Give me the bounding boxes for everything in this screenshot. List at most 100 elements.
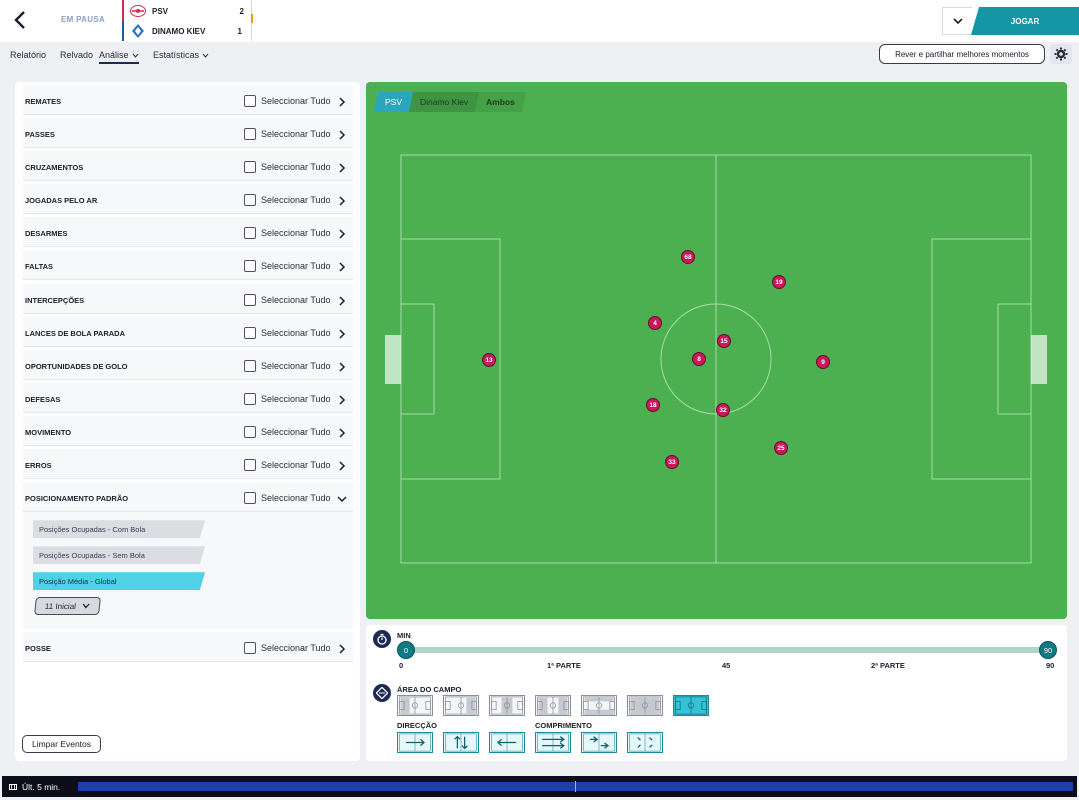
positioning-option[interactable]: Posições Ocupadas - Com Bola (33, 520, 205, 539)
chevron-down-icon[interactable] (337, 492, 347, 504)
select-all-checkbox[interactable] (244, 425, 256, 438)
time-slider-track[interactable] (406, 647, 1048, 653)
event-category-row[interactable]: FALTAS Seleccionar Tudo (23, 250, 353, 281)
select-all-label[interactable]: Seleccionar Tudo (261, 493, 331, 504)
event-category-row[interactable]: MOVIMENTO Seleccionar Tudo (23, 415, 353, 446)
player-marker[interactable]: 15 (717, 334, 731, 348)
select-all-checkbox[interactable] (244, 359, 256, 372)
pitch-zone-button[interactable] (673, 695, 709, 716)
select-all-checkbox[interactable] (244, 642, 256, 655)
settings-button[interactable] (1050, 44, 1072, 64)
event-category-row[interactable]: PASSES Seleccionar Tudo (23, 118, 353, 149)
select-all-checkbox[interactable] (244, 161, 256, 174)
event-category-row[interactable]: POSICIONAMENTO PADRÃO Seleccionar Tudo (23, 482, 353, 513)
select-all-checkbox[interactable] (244, 227, 256, 240)
tab-report[interactable]: Relatório (10, 50, 46, 60)
match-timeline[interactable] (78, 781, 1073, 792)
event-category-row[interactable]: CRUZAMENTOS Seleccionar Tudo (23, 151, 353, 182)
play-button[interactable]: JOGAR (971, 7, 1079, 35)
share-highlights-button[interactable]: Rever e partilhar melhores momentos (879, 44, 1045, 64)
select-all-label[interactable]: Seleccionar Tudo (261, 360, 331, 371)
select-all-checkbox[interactable] (244, 128, 256, 141)
chevron-right-icon[interactable] (337, 260, 347, 272)
tab-statistics[interactable]: Estatísticas (153, 50, 209, 60)
select-all-label[interactable]: Seleccionar Tudo (261, 162, 331, 173)
chevron-right-icon[interactable] (337, 393, 347, 405)
select-all-checkbox[interactable] (244, 459, 256, 472)
select-all-label[interactable]: Seleccionar Tudo (261, 228, 331, 239)
player-marker[interactable]: 18 (646, 398, 660, 412)
clear-events-button[interactable]: Limpar Eventos (22, 735, 101, 753)
select-all-checkbox[interactable] (244, 95, 256, 107)
event-category-row[interactable]: POSSE Seleccionar Tudo (23, 632, 353, 663)
tab-team-both[interactable]: Ambos (475, 92, 527, 112)
select-all-checkbox[interactable] (244, 326, 256, 339)
select-all-label[interactable]: Seleccionar Tudo (261, 294, 331, 305)
player-marker[interactable]: 25 (774, 441, 788, 455)
chevron-right-icon[interactable] (337, 194, 347, 206)
select-all-label[interactable]: Seleccionar Tudo (261, 96, 331, 106)
timeline-range-button[interactable]: Últ. 5 min. (9, 782, 60, 792)
chevron-right-icon[interactable] (337, 95, 347, 107)
chevron-right-icon[interactable] (337, 360, 347, 372)
event-category-row[interactable]: LANCES DE BOLA PARADA Seleccionar Tudo (23, 316, 353, 347)
pitch-zone-button[interactable] (581, 695, 617, 716)
time-slider-end-handle[interactable]: 90 (1039, 641, 1057, 659)
scoreboard[interactable]: PSV 2 DINAMO KIEV 1 (122, 0, 253, 41)
chevron-right-icon[interactable] (337, 426, 347, 438)
select-all-checkbox[interactable] (244, 194, 256, 207)
select-all-label[interactable]: Seleccionar Tudo (261, 129, 331, 140)
tab-analysis[interactable]: Análise (99, 50, 139, 64)
pitch-zone-button[interactable] (489, 695, 525, 716)
event-category-row[interactable]: DEFESAS Seleccionar Tudo (23, 382, 353, 413)
select-all-checkbox[interactable] (244, 293, 256, 306)
event-category-row[interactable]: JOGADAS PELO AR Seleccionar Tudo (23, 184, 353, 215)
player-marker[interactable]: 32 (716, 403, 730, 417)
continue-options-button[interactable] (942, 7, 972, 35)
direction-button[interactable] (397, 732, 433, 753)
time-slider-start-handle[interactable]: 0 (397, 641, 415, 659)
player-marker[interactable]: 9 (816, 355, 830, 369)
chevron-right-icon[interactable] (337, 161, 347, 173)
length-button[interactable] (627, 732, 663, 753)
player-marker[interactable]: 13 (482, 353, 496, 367)
pitch-zone-button[interactable] (627, 695, 663, 716)
event-category-row[interactable]: ERROS Seleccionar Tudo (23, 449, 353, 480)
select-all-checkbox[interactable] (244, 492, 256, 505)
chevron-right-icon[interactable] (337, 327, 347, 339)
select-all-label[interactable]: Seleccionar Tudo (261, 327, 331, 338)
chevron-right-icon[interactable] (337, 642, 347, 654)
length-button[interactable] (581, 732, 617, 753)
select-all-label[interactable]: Seleccionar Tudo (261, 195, 331, 206)
select-all-checkbox[interactable] (244, 392, 256, 405)
direction-button[interactable] (443, 732, 479, 753)
direction-button[interactable] (489, 732, 525, 753)
chevron-right-icon[interactable] (337, 128, 347, 140)
select-all-label[interactable]: Seleccionar Tudo (261, 460, 331, 471)
event-category-row[interactable]: INTERCEPÇÕES Seleccionar Tudo (23, 283, 353, 314)
chevron-right-icon[interactable] (337, 227, 347, 239)
pitch-zone-button[interactable] (443, 695, 479, 716)
event-category-row[interactable]: DESARMES Seleccionar Tudo (23, 217, 353, 248)
pitch-zone-button[interactable] (535, 695, 571, 716)
player-marker[interactable]: 4 (648, 316, 662, 330)
chevron-right-icon[interactable] (337, 294, 347, 306)
player-marker[interactable]: 8 (692, 352, 706, 366)
select-all-label[interactable]: Seleccionar Tudo (261, 261, 331, 272)
chevron-right-icon[interactable] (337, 459, 347, 471)
tab-pitch[interactable]: Relvado (60, 50, 93, 60)
tab-team-psv[interactable]: PSV (373, 92, 414, 112)
select-all-label[interactable]: Seleccionar Tudo (261, 426, 331, 437)
positioning-option[interactable]: Posições Ocupadas - Sem Bola (33, 546, 205, 565)
select-all-label[interactable]: Seleccionar Tudo (261, 393, 331, 404)
select-all-label[interactable]: Seleccionar Tudo (261, 643, 331, 654)
event-category-row[interactable]: OPORTUNIDADES DE GOLO Seleccionar Tudo (23, 349, 353, 380)
select-all-checkbox[interactable] (244, 260, 256, 273)
player-marker[interactable]: 68 (681, 250, 695, 264)
tab-team-dinamo-kiev[interactable]: Dinamo Kiev (408, 92, 480, 112)
back-button[interactable] (10, 9, 32, 31)
player-marker[interactable]: 33 (665, 455, 679, 469)
pitch-zone-button[interactable] (397, 695, 433, 716)
event-category-row[interactable]: REMATES Seleccionar Tudo (23, 85, 353, 115)
positioning-option[interactable]: Posição Média - Global (33, 572, 205, 591)
